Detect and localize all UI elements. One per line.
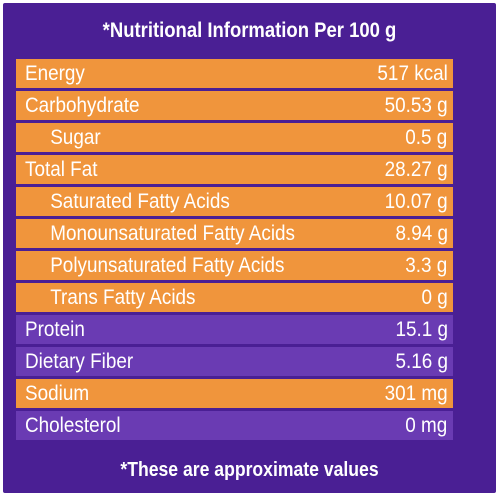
nutrition-panel: *Nutritional Information Per 100 g Energ…: [3, 3, 496, 493]
row-value: 15.1 g: [395, 318, 448, 341]
row-value: 517 kcal: [377, 62, 448, 85]
row-value: 28.27 g: [384, 158, 448, 181]
nutrition-row-cholesterol: Cholesterol 0 mg: [16, 411, 453, 440]
row-value: 5.16 g: [395, 350, 448, 373]
nutrition-row-total-fat: Total Fat 28.27 g: [16, 155, 453, 184]
nutrition-row-saturated-fat: Saturated Fatty Acids 10.07 g: [16, 187, 453, 216]
nutrition-row-polyunsaturated-fat: Polyunsaturated Fatty Acids 3.3 g: [16, 251, 453, 280]
nutrition-row-sugar: Sugar 0.5 g: [16, 123, 453, 152]
row-value: 0.5 g: [405, 126, 448, 149]
nutrition-row-protein: Protein 15.1 g: [16, 315, 453, 344]
row-label: Total Fat: [25, 158, 98, 181]
row-value: 301 mg: [384, 382, 448, 405]
nutrition-row-dietary-fiber: Dietary Fiber 5.16 g: [16, 347, 453, 376]
nutrition-table: Energy 517 kcal Carbohydrate 50.53 g Sug…: [16, 59, 453, 443]
row-label: Monounsaturated Fatty Acids: [50, 222, 296, 245]
row-label: Protein: [25, 318, 85, 341]
nutrition-row-trans-fat: Trans Fatty Acids 0 g: [16, 283, 453, 312]
footnote: *These are approximate values: [120, 458, 379, 481]
row-label: Trans Fatty Acids: [50, 286, 196, 309]
row-label: Polyunsaturated Fatty Acids: [50, 254, 285, 277]
row-label: Energy: [25, 62, 85, 85]
panel-title: *Nutritional Information Per 100 g: [102, 19, 397, 42]
row-label: Sugar: [50, 126, 101, 149]
row-value: 3.3 g: [405, 254, 448, 277]
row-label: Saturated Fatty Acids: [50, 190, 230, 213]
row-value: 0 mg: [405, 414, 448, 437]
nutrition-row-sodium: Sodium 301 mg: [16, 379, 453, 408]
row-label: Carbohydrate: [25, 94, 140, 117]
row-value: 50.53 g: [384, 94, 448, 117]
row-label: Cholesterol: [25, 414, 121, 437]
nutrition-row-energy: Energy 517 kcal: [16, 59, 453, 88]
row-label: Sodium: [25, 382, 90, 405]
row-label: Dietary Fiber: [25, 350, 134, 373]
row-value: 0 g: [421, 286, 448, 309]
row-value: 10.07 g: [384, 190, 448, 213]
row-value: 8.94 g: [395, 222, 448, 245]
nutrition-row-carbohydrate: Carbohydrate 50.53 g: [16, 91, 453, 120]
nutrition-row-monounsaturated-fat: Monounsaturated Fatty Acids 8.94 g: [16, 219, 453, 248]
